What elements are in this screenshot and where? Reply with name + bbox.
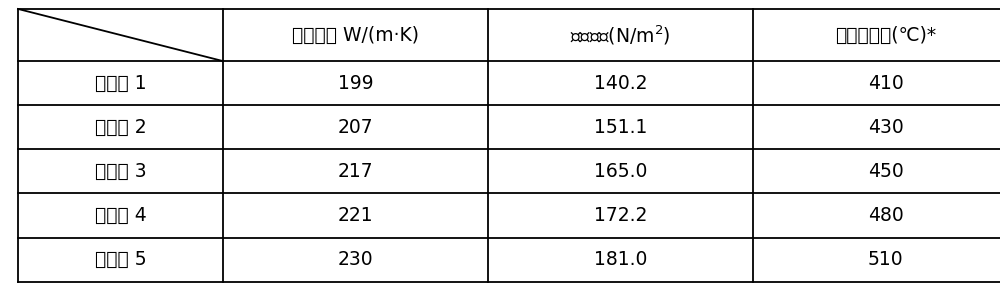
Text: 510: 510 — [868, 250, 903, 269]
Text: 181.0: 181.0 — [594, 250, 647, 269]
Text: 导热系数 W/(m·K): 导热系数 W/(m·K) — [292, 26, 419, 44]
Text: 207: 207 — [338, 118, 373, 137]
Text: 199: 199 — [338, 74, 373, 93]
Text: 430: 430 — [868, 118, 903, 137]
Text: 实施例 2: 实施例 2 — [95, 118, 146, 137]
Text: 410: 410 — [868, 74, 903, 93]
Text: 165.0: 165.0 — [594, 162, 647, 181]
Text: 实施例 5: 实施例 5 — [95, 250, 146, 269]
Text: 水热稳定性(℃)*: 水热稳定性(℃)* — [835, 26, 936, 44]
Text: 217: 217 — [338, 162, 373, 181]
Text: 140.2: 140.2 — [594, 74, 647, 93]
Text: 221: 221 — [338, 206, 373, 225]
Text: 机械强度(N/m$^2$): 机械强度(N/m$^2$) — [570, 23, 671, 47]
Text: 480: 480 — [868, 206, 903, 225]
Text: 实施例 1: 实施例 1 — [95, 74, 146, 93]
Text: 实施例 3: 实施例 3 — [95, 162, 146, 181]
Text: 151.1: 151.1 — [594, 118, 647, 137]
Text: 实施例 4: 实施例 4 — [95, 206, 146, 225]
Text: 230: 230 — [338, 250, 373, 269]
Text: 172.2: 172.2 — [594, 206, 647, 225]
Text: 450: 450 — [868, 162, 903, 181]
